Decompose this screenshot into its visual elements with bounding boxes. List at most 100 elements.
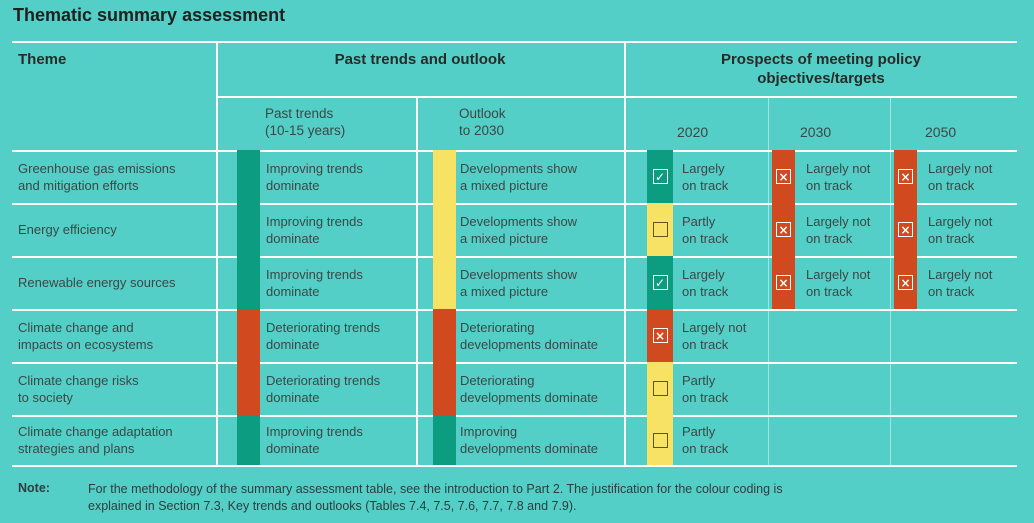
checkbox-crossed-icon: ×: [776, 222, 791, 237]
subheader-past-trends: Past trends (10-15 years): [265, 106, 346, 138]
prospect-2030-label: Largely not on track: [806, 160, 871, 193]
past-trends-label: Deteriorating trends dominate: [266, 319, 381, 352]
divider: [12, 203, 1017, 205]
checkbox-crossed-icon: ×: [776, 275, 791, 290]
table-row: Energy efficiency Improving trends domin…: [0, 203, 1034, 256]
outlook-status-bar: [433, 309, 456, 362]
divider: [624, 41, 626, 467]
divider: [12, 150, 1017, 152]
checkbox-checked-icon: ✓: [652, 169, 668, 184]
checkbox-crossed-icon: ×: [652, 328, 668, 343]
subheader-year-2020: 2020: [677, 124, 709, 140]
past-trends-status-bar: [237, 309, 260, 362]
checkbox-checked-icon: ✓: [652, 275, 668, 290]
prospect-2020-status-bar: [647, 415, 673, 465]
note-label: Note:: [18, 481, 50, 495]
outlook-status-bar: [433, 415, 456, 465]
prospect-2020-label: Largely on track: [682, 266, 729, 299]
prospect-2020-status-bar: [647, 203, 673, 256]
prospect-2020-label: Partly on track: [682, 372, 729, 405]
checkbox-crossed-icon: ×: [776, 169, 791, 184]
page-title: Thematic summary assessment: [13, 5, 286, 25]
theme-label: Climate change risks to society: [18, 372, 139, 405]
subheader-outlook: Outlook to 2030: [459, 106, 506, 138]
table-row: Climate change risks to society Deterior…: [0, 362, 1034, 415]
divider: [12, 362, 1017, 364]
prospect-2030-status-bar: ×: [772, 256, 795, 309]
table-row: Climate change adaptation strategies and…: [0, 415, 1034, 465]
cross-mark: ×: [900, 222, 911, 237]
prospect-2030-status-bar: ×: [772, 203, 795, 256]
outlook-label: Developments show a mixed picture: [460, 266, 578, 299]
outlook-status-bar: [433, 256, 456, 309]
prospect-2030-label: Largely not on track: [806, 266, 871, 299]
prospect-2020-label: Partly on track: [682, 424, 729, 456]
prospect-2020-label: Partly on track: [682, 213, 729, 246]
prospect-2050-label: Largely not on track: [928, 213, 993, 246]
theme-label: Climate change and impacts on ecosystems: [18, 319, 154, 352]
outlook-status-bar: [433, 362, 456, 415]
theme-label: Greenhouse gas emissions and mitigation …: [18, 160, 176, 193]
outlook-label: Deteriorating developments dominate: [460, 372, 599, 405]
divider: [216, 96, 1017, 98]
table-row: Climate change and impacts on ecosystems…: [0, 309, 1034, 362]
prospect-2020-status-bar: [647, 362, 673, 415]
check-mark: ✓: [654, 275, 666, 290]
subheader-year-2030: 2030: [800, 124, 832, 140]
past-trends-label: Improving trends dominate: [266, 160, 363, 193]
cross-mark: ×: [900, 169, 911, 184]
prospect-2020-label: Largely on track: [682, 160, 729, 193]
prospect-2050-label: Largely not on track: [928, 266, 993, 299]
subheader-year-2050: 2050: [925, 124, 957, 140]
cross-mark: ×: [778, 169, 789, 184]
checkbox-empty-icon: [652, 222, 668, 237]
prospect-2020-status-bar: ✓: [647, 256, 673, 309]
cross-mark: ×: [654, 328, 666, 343]
checkbox-empty-icon: [652, 381, 668, 396]
table-row: Renewable energy sources Improving trend…: [0, 256, 1034, 309]
theme-label: Climate change adaptation strategies and…: [18, 424, 173, 456]
past-trends-status-bar: [237, 256, 260, 309]
outlook-label: Developments show a mixed picture: [460, 213, 578, 246]
prospect-2050-label: Largely not on track: [928, 160, 993, 193]
prospect-2020-status-bar: ×: [647, 309, 673, 362]
column-header-theme: Theme: [18, 51, 67, 68]
prospect-2050-status-bar: ×: [894, 150, 917, 203]
theme-label: Energy efficiency: [18, 222, 117, 237]
prospect-2020-status-bar: ✓: [647, 150, 673, 203]
outlook-label: Developments show a mixed picture: [460, 160, 578, 193]
note-text: For the methodology of the summary asses…: [88, 482, 783, 513]
cross-mark: ×: [900, 275, 911, 290]
past-trends-status-bar: [237, 150, 260, 203]
table-row: Greenhouse gas emissions and mitigation …: [0, 150, 1034, 203]
prospect-2030-status-bar: ×: [772, 150, 795, 203]
divider: [768, 96, 769, 465]
outlook-status-bar: [433, 150, 456, 203]
checkbox-crossed-icon: ×: [898, 169, 913, 184]
outlook-status-bar: [433, 203, 456, 256]
divider: [12, 465, 1017, 467]
past-trends-status-bar: [237, 203, 260, 256]
divider: [12, 256, 1017, 258]
divider: [12, 41, 1017, 43]
past-trends-status-bar: [237, 415, 260, 465]
column-header-prospects: Prospects of meeting policy objectives/t…: [720, 51, 922, 87]
prospect-2050-status-bar: ×: [894, 256, 917, 309]
column-header-past-trends-outlook: Past trends and outlook: [334, 51, 506, 68]
checkbox-crossed-icon: ×: [898, 275, 913, 290]
divider: [12, 309, 1017, 311]
prospect-2020-label: Largely not on track: [682, 319, 747, 352]
cross-mark: ×: [778, 222, 789, 237]
checkbox-empty-icon: [652, 432, 668, 448]
outlook-label: Deteriorating developments dominate: [460, 319, 599, 352]
theme-label: Renewable energy sources: [18, 275, 176, 290]
cross-mark: ×: [778, 275, 789, 290]
past-trends-label: Improving trends dominate: [266, 213, 363, 246]
outlook-label: Improving developments dominate: [460, 424, 599, 456]
past-trends-status-bar: [237, 362, 260, 415]
check-mark: ✓: [654, 169, 666, 184]
divider: [216, 41, 218, 467]
past-trends-label: Deteriorating trends dominate: [266, 372, 381, 405]
past-trends-label: Improving trends dominate: [266, 424, 363, 456]
